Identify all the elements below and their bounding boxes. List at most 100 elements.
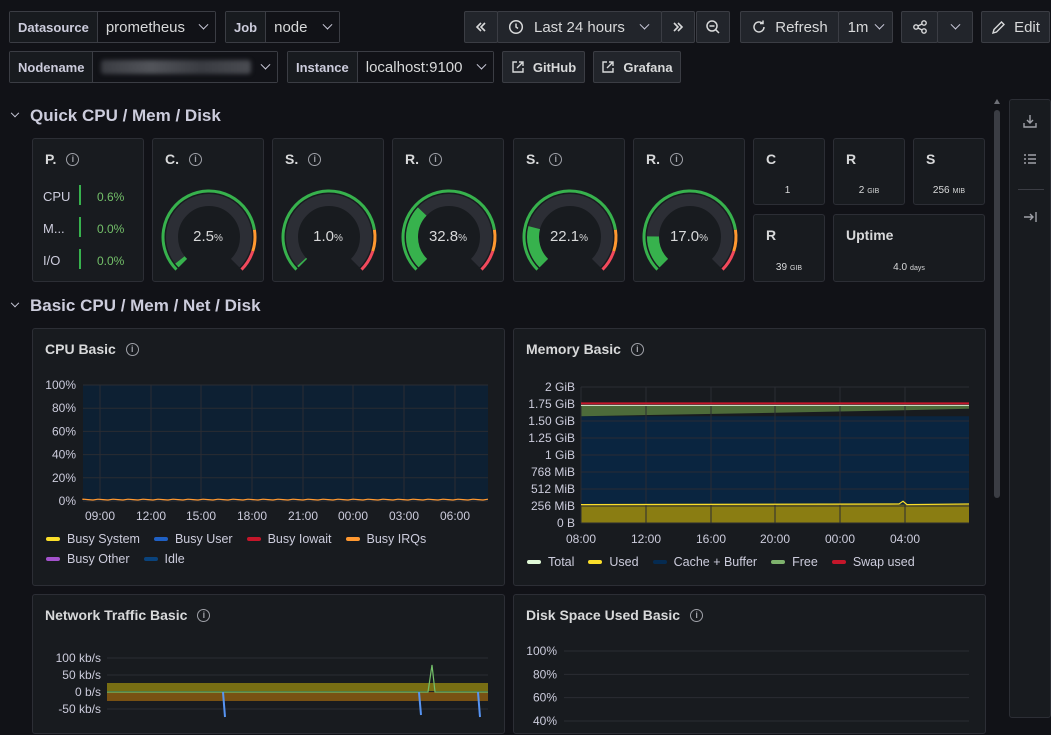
gauge-unit: % — [699, 233, 709, 244]
legend-item[interactable]: Free — [771, 555, 818, 569]
info-icon[interactable]: i — [308, 152, 322, 166]
scroll-up-arrow-icon[interactable] — [994, 99, 1000, 104]
nodename-picker[interactable]: Nodename — [9, 51, 278, 83]
job-label: Job — [226, 12, 267, 42]
memory-chart[interactable]: 2 GiB 1.75 GiB 1.50 GiB 1.25 GiB 1 GiB 768 Mi… — [514, 329, 987, 587]
gauge-arc — [281, 189, 377, 271]
info-icon[interactable]: i — [630, 342, 644, 356]
time-shift-forward-button[interactable] — [661, 11, 695, 43]
stat-value: 256 — [932, 185, 950, 196]
legend-item[interactable]: Busy Iowait — [246, 532, 332, 546]
scrollbar-thumb[interactable] — [994, 110, 1000, 498]
legend-swatch — [143, 557, 158, 561]
legend-item[interactable]: Used — [588, 555, 639, 569]
y-tick-label: 50 kb/s — [62, 668, 101, 682]
panel-title: Disk Space Used Basic — [526, 607, 681, 623]
y-tick-label: 100% — [526, 644, 557, 658]
refresh-interval-picker[interactable]: 1m — [838, 11, 893, 43]
disk-chart[interactable]: 100% 80% 60% 40% — [514, 595, 987, 735]
chevron-down-icon — [10, 298, 20, 308]
zoom-out-button[interactable] — [696, 11, 730, 43]
datasource-value: prometheus — [105, 18, 186, 36]
edit-button[interactable]: Edit — [981, 11, 1050, 43]
panel-title: S — [926, 151, 936, 167]
info-icon[interactable]: i — [197, 608, 211, 622]
stat-value: 4.0 — [893, 262, 908, 273]
job-picker[interactable]: Job node — [225, 11, 340, 43]
info-icon[interactable]: i — [125, 342, 139, 356]
row-header-basic[interactable]: Basic CPU / Mem / Net / Disk — [10, 296, 261, 316]
info-icon[interactable]: i — [670, 152, 683, 166]
legend-item[interactable]: Busy IRQs — [345, 532, 426, 546]
share-menu-button[interactable] — [937, 11, 973, 43]
legend-item[interactable]: Busy System — [46, 532, 140, 546]
info-icon[interactable]: i — [549, 152, 563, 166]
info-icon[interactable]: i — [429, 152, 442, 166]
info-icon[interactable]: i — [66, 152, 80, 166]
y-tick-label: 100% — [45, 378, 76, 392]
time-shift-back-button[interactable] — [464, 11, 498, 43]
grafana-link[interactable]: Grafana — [593, 51, 681, 83]
x-tick-label: 04:00 — [890, 532, 920, 546]
busy-irqs-series — [82, 498, 489, 501]
gauge-arc — [642, 189, 738, 271]
y-tick-label: 1.50 GiB — [528, 414, 575, 428]
transmit-series — [222, 691, 481, 718]
y-tick-label: 0 b/s — [75, 685, 101, 699]
time-range-picker[interactable]: Last 24 hours — [497, 11, 662, 43]
gauge-panel: S. i 1.0% — [272, 138, 384, 282]
x-tick-label: 12:00 — [136, 509, 166, 523]
network-chart[interactable]: 100 kb/s 50 kb/s 0 b/s -50 kb/s — [33, 595, 506, 735]
stat-unit: days — [910, 265, 925, 272]
row-header-quick[interactable]: Quick CPU / Mem / Disk — [10, 106, 221, 126]
datasource-picker[interactable]: Datasource prometheus — [9, 11, 216, 43]
legend-swatch — [246, 537, 261, 541]
legend-item[interactable]: Swap used — [831, 555, 915, 569]
legend-label: Cache + Buffer — [673, 555, 758, 569]
legend-item[interactable]: Idle — [143, 552, 185, 566]
panel-title: P. — [45, 151, 57, 167]
x-tick-label: 15:00 — [186, 509, 216, 523]
cpu-chart[interactable]: 100% 80% 60% 40% 20% 0% 09:00 12:00 15:00 18:00 21… — [33, 329, 506, 587]
legend-label: Idle — [164, 552, 185, 566]
pencil-icon — [992, 20, 1006, 34]
gauge-value: 22.1 — [549, 228, 580, 245]
memory-basic-panel: Memory Basic i 2 GiB 1.75 GiB 1.50 GiB 1.25 … — [513, 328, 986, 586]
x-tick-label: 16:00 — [696, 532, 726, 546]
chevron-double-left-icon — [475, 22, 486, 32]
share-button[interactable] — [901, 11, 938, 43]
instance-picker[interactable]: Instance localhost:9100 — [287, 51, 494, 83]
list-icon[interactable] — [1022, 151, 1038, 167]
refresh-button[interactable]: Refresh — [740, 11, 839, 43]
gauge-unit: % — [213, 233, 223, 244]
datasource-label: Datasource — [10, 12, 98, 42]
info-icon[interactable]: i — [690, 608, 704, 622]
legend-swatch — [46, 557, 60, 561]
stat-value: 2 — [858, 185, 865, 196]
download-icon[interactable] — [1022, 113, 1038, 129]
chevron-down-icon — [10, 108, 20, 118]
stat-unit: GIB — [790, 265, 803, 272]
external-link-icon — [602, 61, 615, 73]
panel-title: C. — [165, 151, 179, 167]
x-tick-label: 21:00 — [288, 509, 318, 523]
legend-item[interactable]: Cache + Buffer — [652, 555, 758, 569]
chevron-down-icon — [198, 19, 209, 30]
y-tick-label: 100 kb/s — [56, 651, 101, 665]
y-tick-label: 256 MiB — [531, 499, 575, 513]
legend-item[interactable]: Busy User — [153, 532, 233, 546]
traffic-band — [107, 692, 488, 701]
legend-label: Used — [609, 555, 639, 569]
collapse-right-icon[interactable] — [1022, 209, 1038, 225]
info-icon[interactable]: i — [189, 152, 202, 166]
panel-title: Network Traffic Basic — [45, 607, 188, 623]
legend-label: Busy System — [67, 532, 140, 546]
chart-legend: Busy System Busy User Busy Iowait Busy IRQs… — [46, 532, 486, 566]
github-link[interactable]: GitHub — [502, 51, 585, 83]
pressure-label: CPU — [43, 189, 71, 204]
pressure-bar — [79, 249, 81, 269]
legend-item[interactable]: Busy Other — [46, 552, 130, 566]
legend-item[interactable]: Total — [527, 555, 574, 569]
legend-label: Swap used — [852, 555, 915, 569]
